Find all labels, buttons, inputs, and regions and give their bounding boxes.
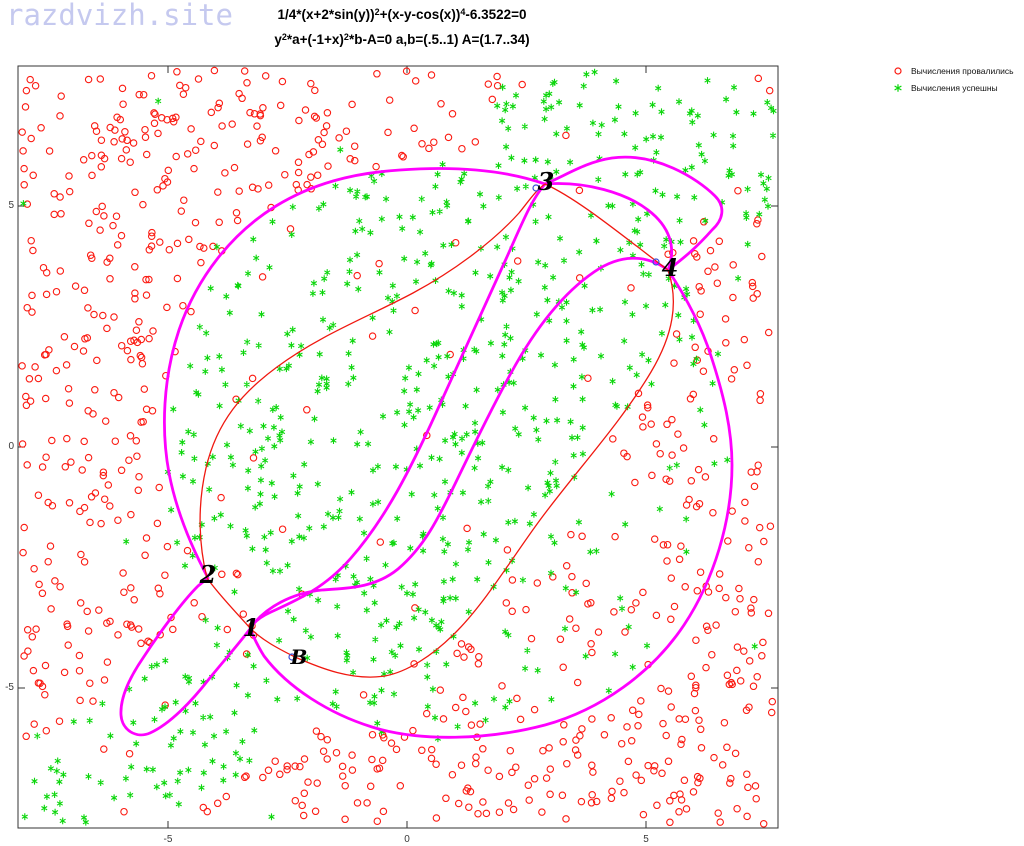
- tick-label-0: 0: [404, 834, 410, 845]
- curve-intersection-label-4: 4: [661, 253, 679, 283]
- curve-intersection-label-1: 1: [242, 613, 260, 643]
- implicit-curve-1-inner-band: [249, 182, 673, 629]
- legend-row-success: Вычисления успешны: [893, 79, 1014, 96]
- chart-title-equation-1: 1/4*(x+2*sin(y))2+(x-y-cos(x))4-6.3522=0: [277, 7, 526, 22]
- legend-row-failed: Вычисления провалились: [893, 62, 1014, 79]
- scatter-success-asterisks: [20, 68, 777, 826]
- curve-intersection-label-3: 3: [537, 167, 555, 197]
- tick-label-5: 5: [8, 200, 14, 211]
- intersection-marker-4: [652, 258, 660, 266]
- tick-label--5: -5: [5, 682, 14, 693]
- title-text-run: 1/4*(x+2*sin(y)): [277, 7, 375, 22]
- chart-title-equation-2: y2*a+(-1+x)2*b-A=0 a,b=(.5..1) A=(1.7..3…: [274, 32, 529, 47]
- legend-success-asterisk-icon: [894, 83, 902, 92]
- axis-ticks: [18, 66, 778, 828]
- title-superscript: 4: [460, 7, 466, 17]
- title-superscript: 2: [281, 32, 287, 42]
- intersection-marker-3: [532, 184, 540, 192]
- tick-label--5: -5: [163, 834, 173, 845]
- legend: Вычисления провалились Вычисления успешн…: [893, 62, 1014, 96]
- scatter-failed-circles: [18, 66, 777, 828]
- legend-failed-label: Вычисления провалились: [911, 65, 1014, 76]
- ellipse-family-curve: [199, 183, 674, 678]
- title-text-run: *b-A=0 a,b=(.5..1) A=(1.7..34): [348, 32, 530, 47]
- tick-label-0: 0: [8, 441, 14, 452]
- title-text-run: -6.3522=0: [465, 7, 527, 22]
- implicit-curve-1-outer-blob: [119, 155, 734, 739]
- title-text-run: y: [274, 32, 282, 47]
- watermark-text: razdvizh.site: [6, 0, 233, 32]
- title-superscript: 2: [374, 7, 380, 17]
- legend-success-label: Вычисления успешны: [911, 82, 998, 93]
- curve-intersection-label-B: B: [290, 644, 308, 669]
- intersection-marker-B: [288, 653, 296, 661]
- legend-failed-circle-icon: [894, 66, 902, 75]
- curve-intersection-label-2: 2: [199, 560, 217, 590]
- title-text-run: *a+(-1+x): [286, 32, 344, 47]
- tick-label-5: 5: [643, 834, 649, 845]
- axes-box: [17, 65, 779, 829]
- title-superscript: 2: [343, 32, 349, 42]
- title-text-run: +(x-y-cos(x)): [379, 7, 461, 22]
